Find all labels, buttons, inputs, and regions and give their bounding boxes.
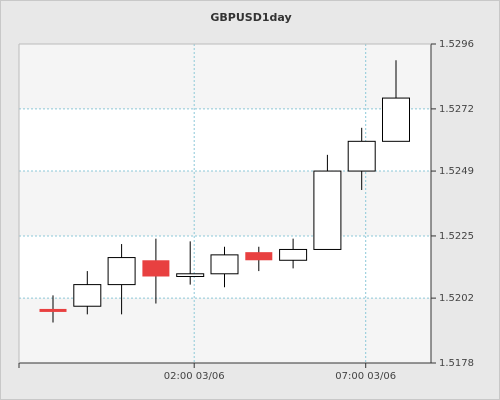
candle-body-down bbox=[245, 252, 273, 261]
plot-band bbox=[19, 171, 431, 236]
y-tick-label: 1.5225 bbox=[439, 231, 474, 242]
y-tick-label: 1.5296 bbox=[439, 39, 474, 50]
candle-body-down bbox=[39, 308, 67, 312]
y-tick-label: 1.5249 bbox=[439, 166, 474, 177]
plot-band bbox=[19, 298, 431, 363]
candle-body-up bbox=[176, 273, 205, 277]
candle-body-down bbox=[142, 260, 170, 277]
candle-body-up bbox=[279, 248, 308, 261]
candle-body-up bbox=[107, 257, 136, 286]
candle-body-up bbox=[73, 284, 102, 307]
plot-band bbox=[19, 44, 431, 109]
candle-body-up bbox=[210, 254, 239, 275]
y-tick-label: 1.5202 bbox=[439, 293, 474, 304]
x-tick-label: 07:00 03/06 bbox=[335, 371, 396, 382]
y-tick-label: 1.5178 bbox=[439, 358, 474, 369]
candle-body-up bbox=[313, 170, 342, 250]
y-tick-label: 1.5272 bbox=[439, 104, 474, 115]
candle-body-up bbox=[347, 140, 376, 172]
candle-body-up bbox=[382, 97, 410, 142]
chart-title: GBPUSD1day bbox=[210, 11, 292, 24]
x-tick-label: 02:00 03/06 bbox=[164, 371, 225, 382]
